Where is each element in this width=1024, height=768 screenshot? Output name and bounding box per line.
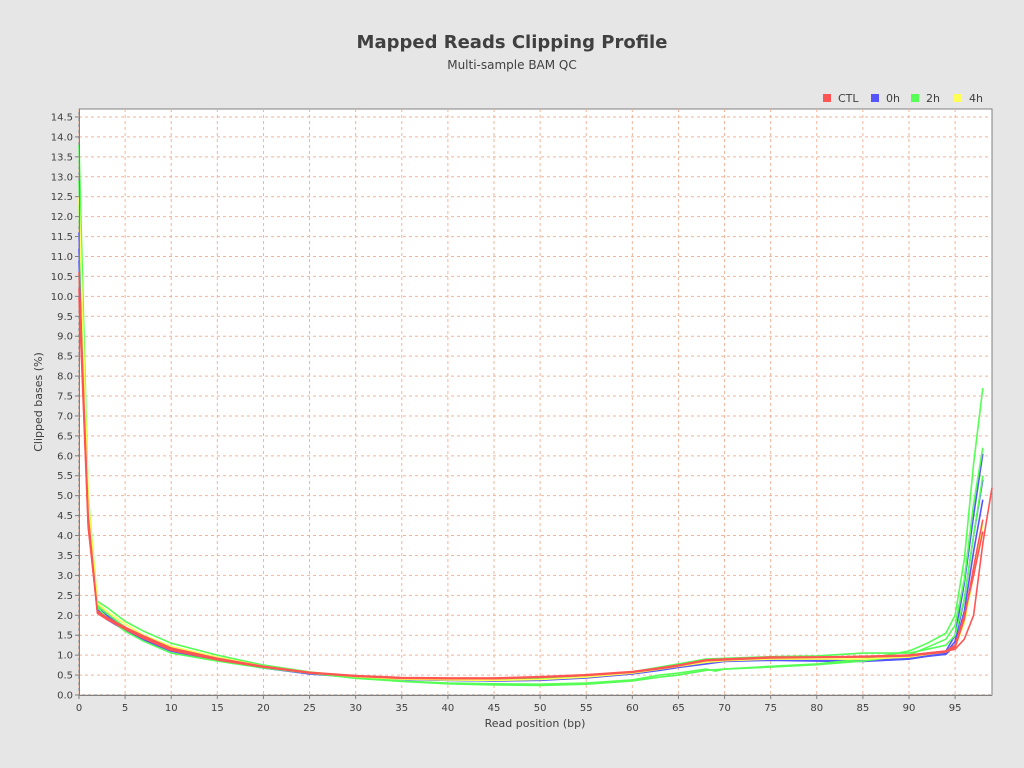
y-tick-label: 5.5 <box>57 471 73 482</box>
x-tick-label: 10 <box>165 703 178 714</box>
y-tick-label: 10.5 <box>51 272 73 283</box>
grid <box>78 109 992 696</box>
y-tick-label: 10.0 <box>51 292 73 303</box>
y-tick-label: 1.0 <box>57 651 73 662</box>
y-tick-label: 14.0 <box>51 132 73 143</box>
x-tick-label: 5 <box>122 703 128 714</box>
y-tick-label: 12.0 <box>51 212 73 223</box>
legend-label-4h: 4h <box>969 92 983 105</box>
y-tick-label: 14.5 <box>51 112 73 123</box>
y-tick-label: 4.5 <box>57 511 73 522</box>
y-tick-label: 11.0 <box>51 252 73 263</box>
x-tick-label: 35 <box>395 703 408 714</box>
y-tick-label: 13.5 <box>51 152 73 163</box>
series-line-2h-4 <box>78 144 984 686</box>
legend-label-2h: 2h <box>926 92 940 105</box>
y-tick-label: 8.0 <box>57 372 73 383</box>
y-tick-label: 0.5 <box>57 671 73 682</box>
y-ticks: 0.0 0.5 1.0 1.5 2.0 2.5 3.0 3.5 4.0 4.5 5.0 5.5 6.0 6… <box>51 112 79 702</box>
y-tick-label: 4.0 <box>57 531 73 542</box>
x-tick-label: 45 <box>488 703 501 714</box>
y-tick-label: 5.0 <box>57 491 73 502</box>
legend: CTL 0h 2h 4h <box>823 92 983 105</box>
y-tick-label: 2.5 <box>57 591 73 602</box>
x-tick-label: 55 <box>580 703 593 714</box>
x-tick-label: 50 <box>534 703 547 714</box>
y-tick-label: 7.0 <box>57 411 73 422</box>
y-tick-label: 1.5 <box>57 631 73 642</box>
legend-swatch-CTL <box>823 94 831 102</box>
y-tick-label: 2.0 <box>57 611 73 622</box>
chart-title: Mapped Reads Clipping Profile <box>357 32 668 53</box>
legend-swatch-2h <box>911 94 919 102</box>
x-tick-label: 30 <box>349 703 362 714</box>
series-lines <box>78 144 993 687</box>
x-tick-label: 80 <box>810 703 823 714</box>
legend-swatch-0h <box>871 94 879 102</box>
y-axis-label: Clipped bases (%) <box>32 352 45 452</box>
legend-label-CTL: CTL <box>838 92 859 105</box>
y-tick-label: 0.0 <box>57 691 73 702</box>
x-tick-label: 40 <box>442 703 455 714</box>
y-tick-label: 7.5 <box>57 392 73 403</box>
x-tick-label: 95 <box>949 703 962 714</box>
x-tick-label: 25 <box>303 703 316 714</box>
y-tick-label: 6.5 <box>57 431 73 442</box>
y-tick-label: 3.5 <box>57 551 73 562</box>
x-axis-label: Read position (bp) <box>485 717 586 730</box>
x-tick-label: 85 <box>857 703 870 714</box>
series-line-CTL-10 <box>78 296 984 679</box>
x-ticks: 0 5 10 15 20 25 30 35 40 45 50 55 60 65 70 75 80 85 90 95 <box>76 695 962 714</box>
x-tick-label: 75 <box>764 703 777 714</box>
x-tick-label: 65 <box>672 703 685 714</box>
y-tick-label: 3.0 <box>57 571 73 582</box>
x-tick-label: 0 <box>76 703 82 714</box>
x-tick-label: 60 <box>626 703 639 714</box>
y-tick-label: 9.0 <box>57 332 73 343</box>
y-tick-label: 12.5 <box>51 192 73 203</box>
x-tick-label: 90 <box>903 703 916 714</box>
y-tick-label: 13.0 <box>51 172 73 183</box>
plot-area <box>78 108 993 696</box>
y-tick-label: 6.0 <box>57 451 73 462</box>
y-tick-label: 11.5 <box>51 232 73 243</box>
legend-swatch-4h <box>954 94 962 102</box>
y-tick-label: 8.5 <box>57 352 73 363</box>
x-tick-label: 70 <box>718 703 731 714</box>
chart-subtitle: Multi-sample BAM QC <box>447 58 577 72</box>
y-tick-label: 9.5 <box>57 312 73 323</box>
x-tick-label: 20 <box>257 703 270 714</box>
legend-label-0h: 0h <box>886 92 900 105</box>
x-tick-label: 15 <box>211 703 224 714</box>
